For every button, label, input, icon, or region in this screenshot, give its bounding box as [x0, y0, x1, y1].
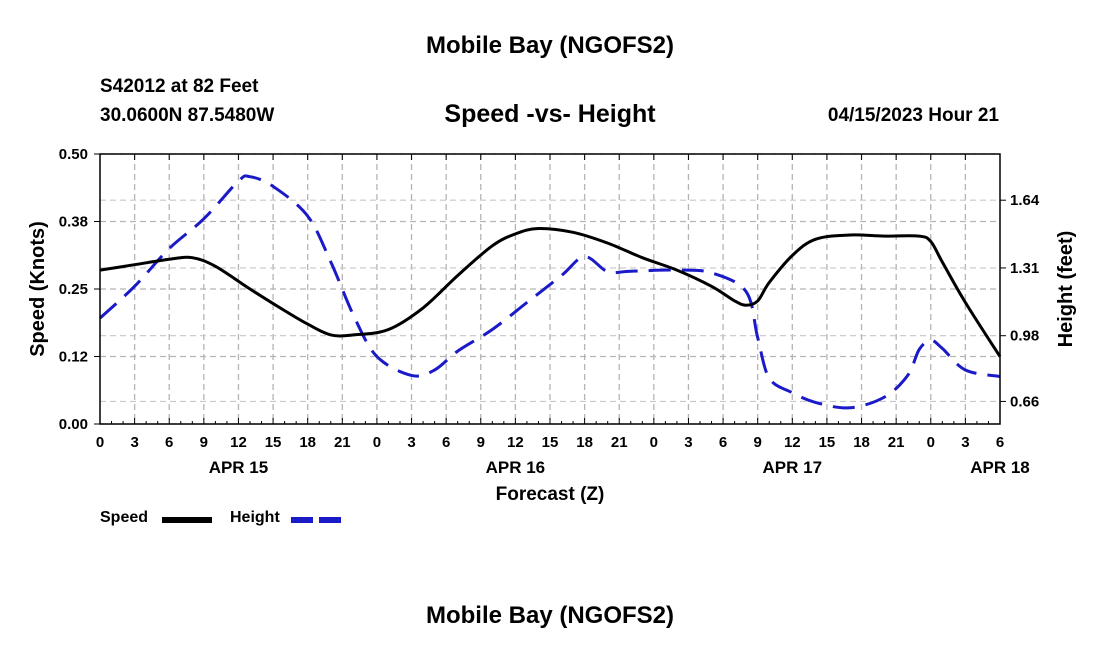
x-tick-label: 0 — [927, 434, 935, 451]
y-tick-label-left: 0.25 — [59, 281, 88, 298]
x-tick-label: 6 — [165, 434, 173, 451]
y-axis-label-right: Height (feet) — [1055, 231, 1077, 348]
y-tick-label-left: 0.00 — [59, 416, 88, 433]
y-tick-label-right: 0.66 — [1010, 393, 1039, 410]
x-tick-label: 9 — [200, 434, 208, 451]
x-tick-label: 6 — [996, 434, 1004, 451]
x-tick-label: 18 — [299, 434, 316, 451]
y-tick-label-right: 1.64 — [1010, 192, 1040, 209]
coordinates-label: 30.0600N 87.5480W — [100, 105, 275, 126]
y-tick-label-left: 0.12 — [59, 349, 88, 366]
x-tick-label: 15 — [819, 434, 836, 451]
x-axis-label: Forecast (Z) — [496, 484, 605, 505]
x-tick-label: 12 — [230, 434, 247, 451]
x-tick-label: 9 — [477, 434, 485, 451]
x-tick-label: 18 — [576, 434, 593, 451]
date-label: APR 16 — [486, 458, 546, 477]
x-tick-label: 6 — [719, 434, 727, 451]
date-label: APR 15 — [209, 458, 269, 477]
speed-series-line — [99, 226, 1002, 358]
x-tick-label: 15 — [542, 434, 559, 451]
x-tick-label: 0 — [96, 434, 104, 451]
x-tick-label: 12 — [784, 434, 801, 451]
x-tick-label: 18 — [853, 434, 870, 451]
x-tick-label: 21 — [334, 434, 351, 451]
x-tick-label: 21 — [611, 434, 628, 451]
x-tick-label: 21 — [888, 434, 905, 451]
x-tick-label: 3 — [130, 434, 138, 451]
station-label: S42012 at 82 Feet — [100, 76, 259, 97]
y-tick-label-right: 0.98 — [1010, 328, 1039, 345]
series-layer — [98, 174, 1002, 410]
x-tick-label: 15 — [265, 434, 282, 451]
x-tick-label: 0 — [373, 434, 381, 451]
chart-subtitle: Speed -vs- Height — [444, 100, 656, 128]
height-series-line — [98, 174, 1001, 410]
footer-title: Mobile Bay (NGOFS2) — [425, 602, 675, 629]
issued-timestamp: 04/15/2023 Hour 21 — [827, 105, 999, 126]
x-tick-label: 3 — [407, 434, 415, 451]
y-axis-label-left: Speed (Knots) — [27, 221, 49, 357]
chart-title: Mobile Bay (NGOFS2) — [425, 32, 675, 59]
legend-speed-swatch — [162, 517, 212, 523]
grid — [100, 153, 1000, 425]
legend-height-swatch — [291, 517, 343, 523]
x-tick-label: 3 — [961, 434, 969, 451]
x-tick-label: 3 — [684, 434, 692, 451]
legend-speed-label: Speed — [100, 509, 149, 526]
x-tick-label: 6 — [442, 434, 450, 451]
y-tick-label-left: 0.50 — [59, 146, 88, 163]
x-tick-label: 9 — [754, 434, 762, 451]
speed-height-chart: 0 3 6 9 12 15 18 21 0 3 6 9 12 15 18 21 0 3 6 9 12 15 18 21 0 3 6 A… — [27, 146, 1077, 505]
date-label: APR 18 — [970, 458, 1030, 477]
x-tick-label: 0 — [650, 434, 658, 451]
legend-height-label: Height — [230, 509, 280, 526]
y-tick-label-left: 0.38 — [59, 214, 88, 231]
date-label: APR 17 — [763, 458, 823, 477]
x-tick-label: 12 — [507, 434, 524, 451]
axis-ticks: 0 3 6 9 12 15 18 21 0 3 6 9 12 15 18 21 0 3 6 9 12 15 18 21 0 3 6 A… — [59, 146, 1040, 477]
y-tick-label-right: 1.31 — [1010, 260, 1039, 277]
